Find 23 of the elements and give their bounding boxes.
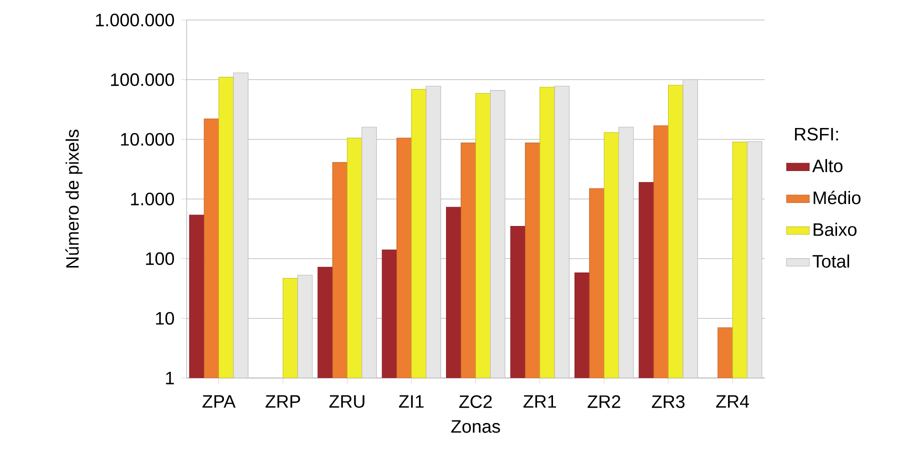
y-tick-label: 1 bbox=[166, 372, 174, 384]
y-tick-label: 1.000.000 bbox=[96, 14, 174, 26]
legend-label: Alto bbox=[812, 159, 842, 172]
legend-label: Médio bbox=[814, 190, 860, 204]
x-tick-label: ZRU bbox=[329, 395, 364, 408]
y-tick-label: 100.000 bbox=[111, 73, 174, 86]
x-tick-label: ZR4 bbox=[716, 395, 750, 408]
x-axis-title: Zonas bbox=[451, 420, 500, 433]
x-tick-label: ZRP bbox=[266, 395, 300, 408]
x-tick-label: ZR3 bbox=[652, 395, 685, 408]
y-axis-title: Número de pixels bbox=[65, 130, 82, 268]
legend-title: RSFI: bbox=[795, 128, 838, 141]
x-tick-label: ZR2 bbox=[588, 395, 620, 408]
legend-label: Total bbox=[812, 254, 850, 268]
x-tick-label: ZR1 bbox=[523, 395, 556, 408]
y-tick-label: 10.000 bbox=[121, 132, 174, 146]
y-tick-label: 1.000 bbox=[131, 192, 174, 206]
x-tick-label: ZC2 bbox=[459, 395, 492, 408]
legend-label: Baixo bbox=[814, 222, 857, 236]
y-tick-label: 100 bbox=[146, 252, 174, 266]
x-tick-label: ZI1 bbox=[399, 395, 424, 408]
y-tick-label: 10 bbox=[156, 312, 174, 325]
x-tick-label: ZPA bbox=[202, 395, 236, 408]
